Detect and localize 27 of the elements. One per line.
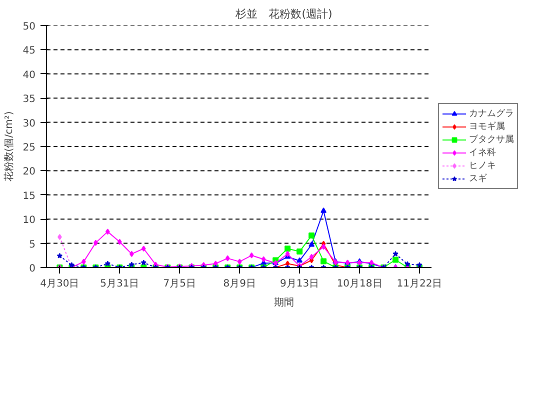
x-tick-label: 9月13日 <box>280 278 320 290</box>
y-tick-label: 45 <box>22 46 36 57</box>
y-tick-label: 30 <box>22 118 36 130</box>
y-axis-title: 花粉数(個/cm²) <box>2 111 15 182</box>
legend-label: ヨモギ属 <box>469 120 505 133</box>
y-tick-label: 0 <box>29 264 36 274</box>
x-tick-label: 7月5日 <box>163 278 196 290</box>
y-tick-label: 50 <box>22 22 36 32</box>
y-tick-label: 20 <box>22 166 36 178</box>
y-tick-label: 5 <box>29 239 36 250</box>
y-tick-label: 10 <box>22 215 36 226</box>
y-tick-label: 35 <box>22 94 36 106</box>
legend-label: イネ科 <box>469 146 496 159</box>
x-tick-label: 10月18日 <box>336 278 382 290</box>
x-tick-label: 11月22日 <box>396 278 442 290</box>
x-tick-label: 5月31日 <box>100 278 140 290</box>
x-tick-label: 4月30日 <box>40 278 80 290</box>
y-tick-label: 40 <box>22 70 36 81</box>
y-tick-label: 15 <box>22 190 36 202</box>
y-tick-label: 25 <box>22 142 36 154</box>
legend-label: ヒノキ <box>469 160 496 172</box>
legend-label: スギ <box>469 172 488 185</box>
legend-label: ブタクサ属 <box>469 134 514 146</box>
x-tick-label: 8月9日 <box>223 278 256 290</box>
chart-title: 杉並 花粉数(週計) <box>234 8 332 20</box>
legend-label: カナムグラ <box>469 108 514 120</box>
x-axis-title: 期間 <box>274 296 294 308</box>
